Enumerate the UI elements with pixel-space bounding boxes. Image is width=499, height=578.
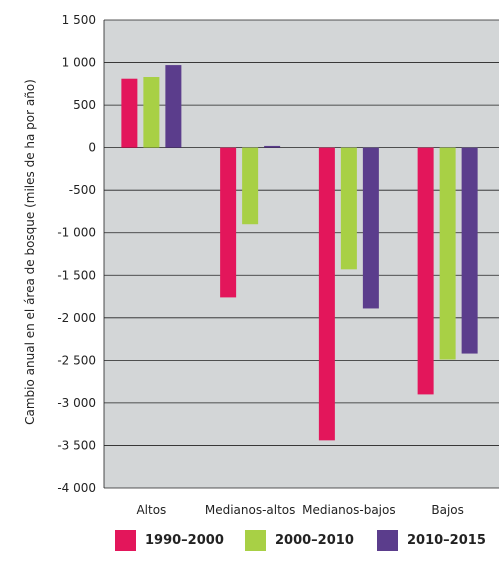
legend-label-2010-2015: 2010–2015 — [407, 533, 486, 548]
y-axis-label: Cambio anual en el área de bosque (miles… — [23, 79, 37, 425]
y-axis-ticks: 1 500 1 000 500 0 -500 -1 000 -1 500 -2 000 -2 5… — [57, 13, 96, 495]
bar — [362, 147, 379, 309]
bars — [121, 65, 478, 441]
x-category-label: Bajos — [431, 503, 464, 517]
legend-label-2000-2010: 2000–2010 — [275, 533, 354, 548]
y-tick-label: 1 500 — [62, 13, 96, 27]
legend-swatch-2010-2015 — [377, 530, 398, 551]
x-category-label: Medianos-altos — [205, 503, 296, 517]
bar — [121, 78, 138, 148]
x-category-label: Altos — [136, 503, 166, 517]
y-tick-label: -3 500 — [57, 438, 96, 452]
bar — [220, 147, 237, 298]
bar — [242, 147, 259, 225]
y-tick-label: -500 — [69, 183, 96, 197]
bar — [165, 65, 182, 148]
y-tick-label: -3 000 — [57, 396, 96, 410]
y-tick-label: 1 000 — [62, 56, 96, 70]
legend-swatch-1990-2000 — [115, 530, 136, 551]
y-tick-label: -1 000 — [57, 226, 96, 240]
legend-label-1990-2000: 1990–2000 — [145, 533, 224, 548]
bar — [264, 145, 281, 148]
y-tick-label: -2 000 — [57, 311, 96, 325]
bar — [318, 147, 335, 441]
bar — [417, 147, 434, 395]
legend-item-2000-2010: 2000–2010 — [245, 530, 354, 551]
bar — [143, 77, 160, 148]
y-tick-label: 0 — [88, 141, 96, 155]
legend-item-2010-2015: 2010–2015 — [377, 530, 486, 551]
legend: 1990–2000 2000–2010 2010–2015 — [0, 530, 499, 560]
x-category-label: Medianos-bajos — [302, 503, 395, 517]
y-tick-label: -4 000 — [57, 481, 96, 495]
y-tick-label: 500 — [73, 98, 96, 112]
bar — [340, 147, 357, 270]
legend-item-1990-2000: 1990–2000 — [115, 530, 224, 551]
y-tick-label: -2 500 — [57, 353, 96, 367]
x-axis-categories: Altos Medianos-altos Medianos-bajos Bajos — [136, 503, 463, 517]
legend-swatch-2000-2010 — [245, 530, 266, 551]
bar — [461, 147, 478, 354]
bar — [439, 147, 456, 360]
y-tick-label: -1 500 — [57, 268, 96, 282]
